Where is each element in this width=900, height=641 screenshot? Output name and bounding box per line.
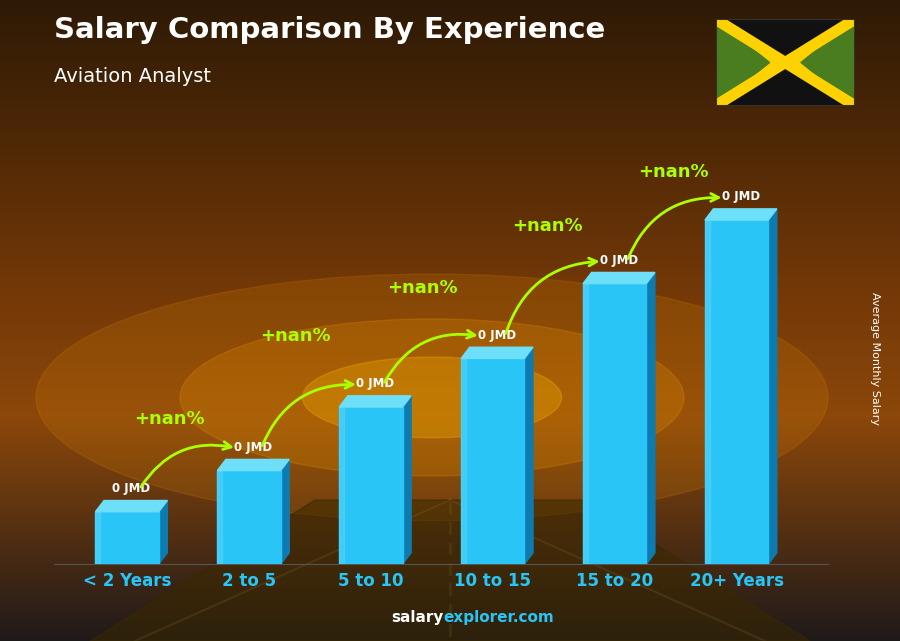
- Polygon shape: [95, 501, 167, 512]
- Polygon shape: [339, 407, 344, 564]
- Polygon shape: [217, 470, 222, 564]
- Text: 0 JMD: 0 JMD: [600, 254, 638, 267]
- Text: 0 JMD: 0 JMD: [722, 190, 760, 203]
- Text: 0 JMD: 0 JMD: [356, 377, 394, 390]
- Polygon shape: [158, 501, 167, 564]
- Polygon shape: [769, 209, 777, 564]
- Bar: [95, 512, 158, 564]
- Polygon shape: [705, 220, 710, 564]
- Bar: [339, 407, 402, 564]
- Bar: [217, 470, 281, 564]
- Text: +nan%: +nan%: [134, 410, 205, 428]
- Polygon shape: [217, 460, 289, 470]
- Text: 0 JMD: 0 JMD: [234, 441, 273, 454]
- Text: +nan%: +nan%: [512, 217, 583, 235]
- Bar: [461, 358, 525, 564]
- Text: Aviation Analyst: Aviation Analyst: [54, 67, 211, 87]
- Bar: [705, 220, 769, 564]
- Polygon shape: [583, 283, 588, 564]
- Ellipse shape: [36, 274, 828, 520]
- Ellipse shape: [302, 357, 562, 438]
- Text: 0 JMD: 0 JMD: [112, 482, 150, 495]
- Polygon shape: [716, 68, 855, 106]
- Polygon shape: [716, 19, 770, 106]
- Polygon shape: [705, 209, 777, 220]
- Polygon shape: [339, 396, 411, 407]
- Polygon shape: [90, 500, 810, 641]
- Bar: [583, 283, 646, 564]
- Text: Salary Comparison By Experience: Salary Comparison By Experience: [54, 16, 605, 44]
- Polygon shape: [461, 347, 533, 358]
- Text: +nan%: +nan%: [387, 279, 457, 297]
- Polygon shape: [95, 512, 100, 564]
- Polygon shape: [801, 19, 855, 106]
- Polygon shape: [716, 19, 855, 57]
- Text: +nan%: +nan%: [260, 328, 330, 345]
- Polygon shape: [583, 272, 655, 283]
- Text: explorer.com: explorer.com: [444, 610, 554, 625]
- Text: +nan%: +nan%: [638, 163, 708, 181]
- Text: Average Monthly Salary: Average Monthly Salary: [869, 292, 880, 426]
- Polygon shape: [281, 460, 289, 564]
- Polygon shape: [525, 347, 533, 564]
- Polygon shape: [461, 358, 466, 564]
- Text: 0 JMD: 0 JMD: [478, 329, 516, 342]
- Polygon shape: [402, 396, 411, 564]
- Text: salary: salary: [392, 610, 444, 625]
- Ellipse shape: [180, 319, 684, 476]
- Polygon shape: [646, 272, 655, 564]
